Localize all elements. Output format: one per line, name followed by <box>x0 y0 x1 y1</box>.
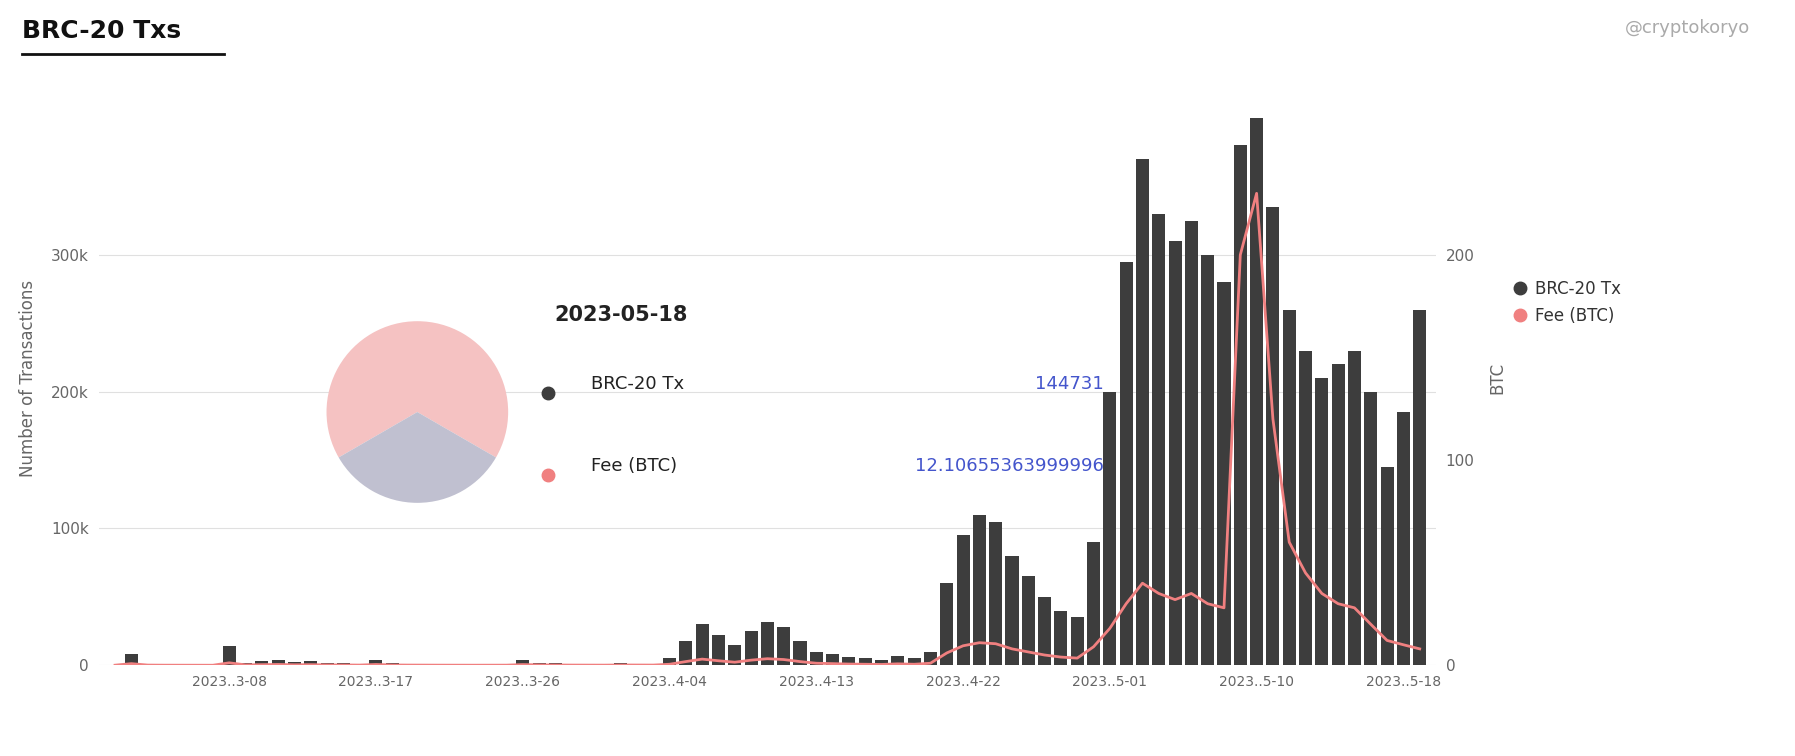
Bar <box>630 664 643 665</box>
Text: 144731: 144731 <box>1034 375 1104 393</box>
Y-axis label: Number of Transactions: Number of Transactions <box>20 280 38 476</box>
Wedge shape <box>339 412 495 503</box>
Bar <box>239 662 251 665</box>
Bar <box>1267 207 1280 665</box>
Bar <box>892 655 905 665</box>
Bar <box>337 663 350 665</box>
Bar <box>1300 351 1312 665</box>
Bar <box>255 662 267 665</box>
Bar <box>826 655 838 665</box>
Bar <box>1185 221 1197 665</box>
Wedge shape <box>327 321 508 457</box>
Text: @cryptokoryo: @cryptokoryo <box>1624 19 1750 37</box>
Bar <box>761 621 774 665</box>
Bar <box>126 655 138 665</box>
Bar <box>729 645 741 665</box>
Bar <box>533 662 546 665</box>
Bar <box>287 662 302 665</box>
Bar <box>1380 467 1393 665</box>
Bar <box>679 640 693 665</box>
Bar <box>142 664 154 665</box>
Bar <box>1217 282 1231 665</box>
Bar <box>1152 214 1165 665</box>
Bar <box>874 660 889 665</box>
Bar <box>777 627 790 665</box>
Text: 12.10655363999996: 12.10655363999996 <box>915 457 1104 475</box>
Bar <box>646 664 661 665</box>
Text: BRC-20 Tx: BRC-20 Tx <box>591 375 684 393</box>
Bar <box>1136 159 1149 665</box>
Bar <box>842 657 856 665</box>
Bar <box>793 640 806 665</box>
Bar <box>1038 597 1052 665</box>
Bar <box>1413 310 1427 665</box>
Bar <box>1120 262 1133 665</box>
Bar <box>973 515 985 665</box>
Text: 2023-05-18: 2023-05-18 <box>555 305 687 325</box>
Bar <box>517 661 530 665</box>
Bar <box>1070 618 1084 665</box>
Bar <box>1397 412 1409 665</box>
Text: BRC-20 Txs: BRC-20 Txs <box>22 19 181 43</box>
Bar <box>713 635 725 665</box>
Bar <box>941 583 953 665</box>
Bar <box>908 658 921 665</box>
Bar <box>1249 118 1264 665</box>
Bar <box>858 658 872 665</box>
Bar <box>1283 310 1296 665</box>
Bar <box>989 522 1002 665</box>
Bar <box>1233 145 1248 665</box>
Bar <box>549 663 562 665</box>
Bar <box>1021 576 1036 665</box>
Bar <box>402 664 415 665</box>
Bar <box>1005 556 1018 665</box>
Bar <box>321 662 334 665</box>
Bar <box>1054 611 1068 665</box>
Bar <box>696 624 709 665</box>
Bar <box>1364 392 1377 665</box>
Bar <box>614 663 626 665</box>
Bar <box>1201 255 1213 665</box>
Bar <box>957 535 969 665</box>
Bar <box>924 652 937 665</box>
Bar <box>810 652 822 665</box>
Bar <box>1332 364 1344 665</box>
Bar <box>565 664 578 665</box>
Bar <box>745 631 757 665</box>
Bar <box>662 658 677 665</box>
Bar <box>271 660 285 665</box>
Bar <box>1348 351 1361 665</box>
Bar <box>1169 241 1181 665</box>
Bar <box>370 660 382 665</box>
Bar <box>1316 378 1328 665</box>
Bar <box>354 664 366 665</box>
Text: Fee (BTC): Fee (BTC) <box>591 457 677 475</box>
Bar <box>1088 542 1100 665</box>
Bar <box>1104 392 1116 665</box>
Legend: BRC-20 Tx, Fee (BTC): BRC-20 Tx, Fee (BTC) <box>1508 274 1628 331</box>
Bar <box>386 663 398 665</box>
Bar <box>223 646 235 665</box>
Y-axis label: BTC: BTC <box>1488 362 1506 394</box>
Bar <box>303 662 318 665</box>
